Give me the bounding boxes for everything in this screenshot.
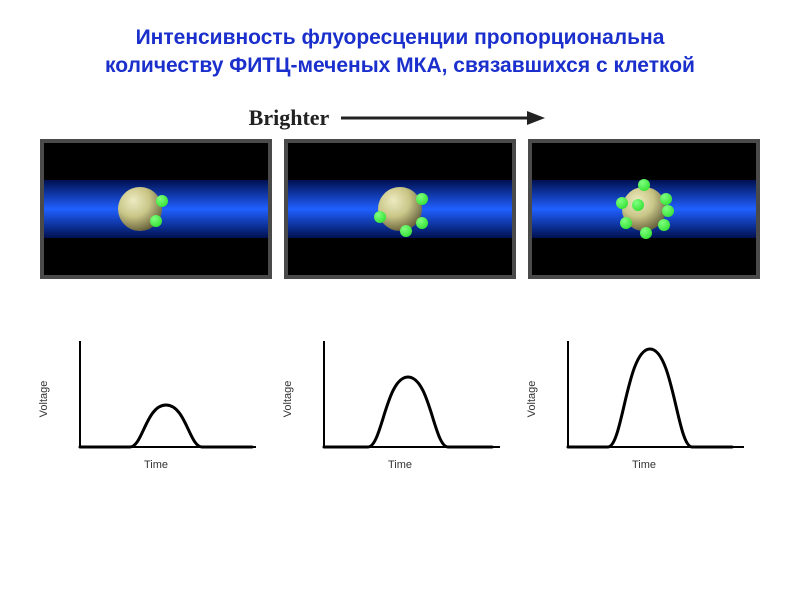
brighter-label: Brighter — [249, 105, 330, 131]
title-line-2: количеству ФИТЦ-меченых МКА, связавшихся… — [105, 54, 695, 77]
chart-xlabel: Time — [144, 459, 168, 471]
brighter-arrow-icon — [341, 108, 551, 128]
cell-panel-2 — [284, 139, 516, 279]
cell-panels — [0, 139, 800, 279]
title-line-1: Интенсивность флуоресценции пропорционал… — [136, 26, 665, 49]
cell-panel-3 — [528, 139, 760, 279]
chart-xlabel: Time — [388, 459, 412, 471]
chart-ylabel: Voltage — [282, 380, 294, 417]
voltage-chart-1: Voltage Time — [40, 329, 272, 469]
chart-ylabel: Voltage — [38, 380, 50, 417]
brighter-row: Brighter — [0, 105, 800, 131]
chart-ylabel: Voltage — [526, 380, 538, 417]
cell-panel-1 — [40, 139, 272, 279]
voltage-charts: Voltage Time Voltage Time Voltage Time — [0, 329, 800, 469]
voltage-chart-3: Voltage Time — [528, 329, 760, 469]
page-title: Интенсивность флуоресценции пропорционал… — [0, 0, 800, 89]
voltage-chart-2: Voltage Time — [284, 329, 516, 469]
chart-xlabel: Time — [632, 459, 656, 471]
